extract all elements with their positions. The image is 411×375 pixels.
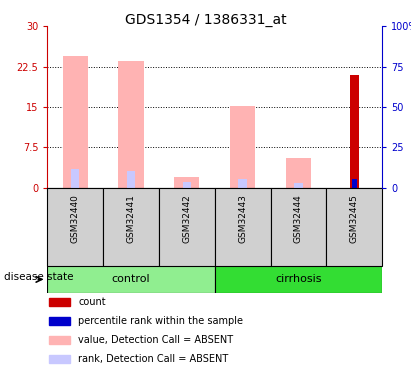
Text: rank, Detection Call = ABSENT: rank, Detection Call = ABSENT bbox=[78, 354, 229, 364]
Bar bbox=[127, 171, 135, 188]
Bar bbox=[103, 188, 159, 266]
Text: disease state: disease state bbox=[4, 273, 74, 282]
Text: GSM32440: GSM32440 bbox=[71, 194, 80, 243]
Bar bbox=[294, 183, 302, 188]
Text: GDS1354 / 1386331_at: GDS1354 / 1386331_at bbox=[125, 13, 286, 27]
Bar bbox=[49, 355, 70, 363]
Text: GSM32443: GSM32443 bbox=[238, 194, 247, 243]
Bar bbox=[62, 56, 88, 188]
Bar bbox=[350, 75, 358, 188]
Bar bbox=[159, 188, 215, 266]
Bar bbox=[326, 188, 382, 266]
Bar bbox=[215, 266, 382, 292]
Bar bbox=[47, 266, 215, 292]
Bar bbox=[286, 158, 311, 188]
Bar bbox=[215, 188, 270, 266]
Text: value, Detection Call = ABSENT: value, Detection Call = ABSENT bbox=[78, 335, 233, 345]
Bar bbox=[49, 317, 70, 325]
Text: GSM32445: GSM32445 bbox=[350, 194, 359, 243]
Text: GSM32441: GSM32441 bbox=[127, 194, 136, 243]
Bar bbox=[230, 106, 255, 188]
Text: cirrhosis: cirrhosis bbox=[275, 274, 322, 284]
Bar bbox=[49, 298, 70, 306]
Bar bbox=[352, 178, 357, 188]
Bar bbox=[270, 188, 326, 266]
Text: percentile rank within the sample: percentile rank within the sample bbox=[78, 316, 243, 326]
Text: GSM32444: GSM32444 bbox=[294, 194, 303, 243]
Bar bbox=[47, 188, 103, 266]
Text: control: control bbox=[112, 274, 150, 284]
Text: count: count bbox=[78, 297, 106, 307]
Bar bbox=[174, 177, 199, 188]
Bar bbox=[182, 182, 191, 188]
Bar bbox=[49, 336, 70, 344]
Text: GSM32442: GSM32442 bbox=[182, 194, 192, 243]
Bar bbox=[71, 169, 79, 188]
Bar bbox=[118, 61, 143, 188]
Bar bbox=[238, 180, 247, 188]
